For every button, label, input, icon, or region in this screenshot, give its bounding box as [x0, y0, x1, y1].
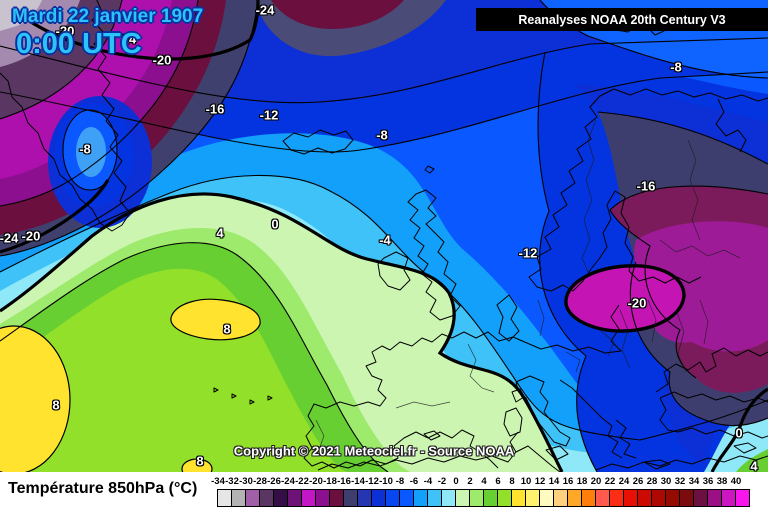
legend-color-cell [217, 489, 232, 507]
legend-color-cell [259, 489, 274, 507]
legend-color-cell [343, 489, 358, 507]
legend-tick-label: 20 [590, 476, 602, 487]
legend-color-cell [511, 489, 526, 507]
legend-tick-label: -34 [211, 476, 225, 487]
legend-tick-label: -4 [423, 476, 433, 487]
legend-color-cell [427, 489, 442, 507]
legend-tick-label: 36 [702, 476, 714, 487]
legend-ticks: -34 -32 -30 -28 -26 -24 -22 -20 -18 -16 -14 -12 -10-… [211, 476, 758, 487]
legend-color-cell [693, 489, 708, 507]
legend-color-cell [553, 489, 568, 507]
legend-color-cell [301, 489, 316, 507]
legend-color-cell [567, 489, 582, 507]
temperature-field [0, 0, 768, 472]
legend-tick-label: 12 [534, 476, 546, 487]
legend-tick-label: 4 [481, 476, 487, 487]
legend-tick-label: 32 [674, 476, 686, 487]
legend-tick-label: 30 [660, 476, 672, 487]
legend-tick-label: 26 [632, 476, 644, 487]
legend-color-cell [581, 489, 596, 507]
contour-lines-thick [0, 0, 768, 472]
legend-color-cell [623, 489, 638, 507]
legend-tick-label: 40 [730, 476, 742, 487]
legend-color-cell [357, 489, 372, 507]
legend-strip: Température 850hPa (°C) -34 -32 -30 -28 -26-… [0, 472, 768, 512]
legend-color-cell [441, 489, 456, 507]
legend-tick-label: 24 [618, 476, 630, 487]
legend-color-cell [231, 489, 246, 507]
legend-color-cell [497, 489, 512, 507]
country-borders [315, 119, 741, 453]
legend-color-cell [735, 489, 750, 507]
legend-color-cell [609, 489, 624, 507]
legend-tick-label: 10 [520, 476, 532, 487]
legend-tick-label: 22 [604, 476, 616, 487]
legend-color-cell [707, 489, 722, 507]
legend-color-cell [287, 489, 302, 507]
legend-color-cell [539, 489, 554, 507]
legend-tick-label: -22 [295, 476, 309, 487]
legend-color-cell [651, 489, 666, 507]
legend-tick-label: -2 [437, 476, 447, 487]
legend-color-cell [525, 489, 540, 507]
legend-color-cell [483, 489, 498, 507]
copyright-text: Copyright © 2021 Meteociel.fr - Source N… [233, 443, 515, 459]
legend-color-cell [665, 489, 680, 507]
legend-tick-label: 38 [716, 476, 728, 487]
legend-tick-label: 16 [562, 476, 574, 487]
legend-tick-label: 2 [467, 476, 473, 487]
legend-color-cell [595, 489, 610, 507]
legend-tick-label: 6 [495, 476, 501, 487]
legend-tick-label: -14 [351, 476, 365, 487]
legend-cells [217, 489, 750, 507]
legend-tick-label: 8 [509, 476, 515, 487]
legend-tick-label: 34 [688, 476, 700, 487]
legend-color-cell [385, 489, 400, 507]
map-date: Mardi 22 janvier 1907 [12, 6, 204, 27]
legend-color-cell [721, 489, 736, 507]
legend-color-cell [679, 489, 694, 507]
legend-tick-label: 18 [576, 476, 588, 487]
legend-tick-label: -6 [409, 476, 419, 487]
legend-tick-label: 0 [453, 476, 459, 487]
legend-color-cell [469, 489, 484, 507]
legend-tick-label: -30 [239, 476, 253, 487]
legend-tick-label: 14 [548, 476, 560, 487]
legend-tick-label: -28 [253, 476, 267, 487]
temperature-map: -20 24 -20 -24 -16 -12 -8 -8 -8 -24 -20 -16 -12 -20 -4… [0, 0, 768, 474]
map-hour: 0:00 UTC [16, 28, 142, 60]
contour-lines-thin [0, 0, 768, 472]
legend-tick-label: -26 [267, 476, 281, 487]
temperature-field-svg [0, 0, 768, 472]
legend-color-cell [413, 489, 428, 507]
legend-tick-label: -12 [365, 476, 379, 487]
legend-color-cell [637, 489, 652, 507]
legend-tick-label: -18 [323, 476, 337, 487]
legend-title: Température 850hPa (°C) [8, 480, 198, 497]
legend-tick-label: -8 [395, 476, 405, 487]
legend-color-cell [371, 489, 386, 507]
source-bar: Reanalyses NOAA 20th Century V3 [476, 8, 768, 31]
legend-tick-label: 28 [646, 476, 658, 487]
legend-tick-label: -24 [281, 476, 295, 487]
legend-color-cell [315, 489, 330, 507]
source-label: Reanalyses NOAA 20th Century V3 [518, 12, 726, 27]
legend-color-cell [245, 489, 260, 507]
legend-color-cell [399, 489, 414, 507]
legend-tick-label: -20 [309, 476, 323, 487]
legend-color-cell [273, 489, 288, 507]
legend-color-cell [329, 489, 344, 507]
legend-color-cell [455, 489, 470, 507]
legend-tick-label: -16 [337, 476, 351, 487]
legend-tick-label: -10 [379, 476, 393, 487]
legend-tick-label: -32 [225, 476, 239, 487]
